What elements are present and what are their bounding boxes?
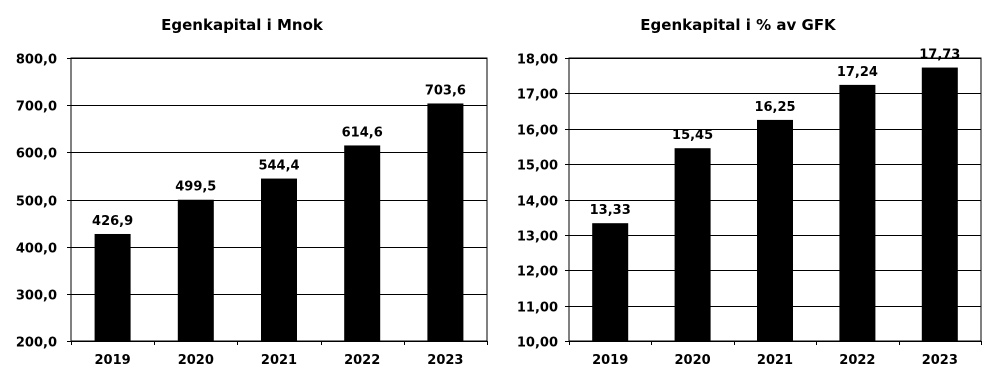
- y-tick-label: 500,0: [16, 195, 57, 210]
- bar: [344, 145, 381, 341]
- chart-title: Egenkapital i % av GFK: [640, 16, 837, 34]
- y-tick-label: 400,0: [16, 242, 57, 257]
- chart-title: Egenkapital i Mnok: [161, 16, 324, 34]
- bar: [94, 233, 131, 341]
- y-tick-label: 12,00: [517, 265, 558, 280]
- data-label: 544,4: [258, 159, 299, 174]
- y-tick-label: 600,0: [16, 147, 57, 162]
- x-tick-label: 2022: [344, 353, 380, 365]
- x-tick-label: 2020: [178, 353, 214, 365]
- bar: [674, 148, 711, 341]
- y-tick-label: 10,00: [517, 336, 558, 351]
- y-tick-label: 300,0: [16, 289, 57, 304]
- data-label: 17,73: [919, 48, 960, 63]
- x-tick-label: 2019: [592, 353, 628, 365]
- y-tick-label: 13,00: [517, 230, 558, 245]
- bar: [921, 67, 958, 342]
- x-tick-label: 2020: [675, 353, 711, 365]
- x-tick-label: 2021: [757, 353, 793, 365]
- data-label: 17,24: [837, 65, 878, 80]
- y-tick-label: 11,00: [517, 301, 558, 316]
- x-tick-label: 2021: [261, 353, 297, 365]
- y-tick-label: 800,0: [16, 53, 57, 68]
- y-tick-label: 16,00: [517, 124, 558, 139]
- data-label: 614,6: [342, 125, 383, 140]
- y-tick-label: 14,00: [517, 195, 558, 210]
- bar: [261, 178, 297, 341]
- bar: [177, 199, 214, 341]
- x-tick-label: 2023: [427, 353, 463, 365]
- y-tick-label: 18,00: [517, 53, 558, 68]
- y-tick-label: 17,00: [517, 88, 558, 103]
- data-label: 16,25: [754, 100, 795, 115]
- bar: [839, 84, 876, 341]
- y-tick-label: 15,00: [517, 159, 558, 174]
- x-tick-label: 2019: [95, 353, 131, 365]
- y-tick-label: 700,0: [16, 100, 57, 115]
- data-label: 499,5: [175, 180, 216, 195]
- data-label: 13,33: [590, 203, 631, 218]
- bar: [757, 119, 793, 341]
- bar: [427, 103, 464, 342]
- data-label: 426,9: [92, 214, 133, 229]
- data-label: 15,45: [672, 128, 713, 143]
- bar: [592, 223, 629, 341]
- y-tick-label: 200,0: [16, 336, 57, 351]
- data-label: 703,6: [425, 83, 466, 98]
- x-tick-label: 2023: [922, 353, 958, 365]
- x-tick-label: 2022: [839, 353, 875, 365]
